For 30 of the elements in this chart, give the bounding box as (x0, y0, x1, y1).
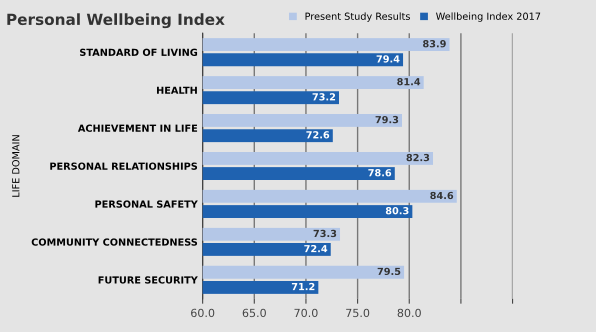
data-label: 73.2 (312, 93, 336, 101)
data-label: 72.4 (304, 244, 328, 252)
data-label: 80.3 (386, 207, 408, 214)
data-label: 78.6 (368, 169, 392, 176)
x-tick-label: 60.0 (191, 308, 214, 318)
y-tick-label: FUTURE SECURITY (98, 276, 198, 284)
y-tick-label: ACHIEVEMENT IN LIFE (78, 124, 198, 132)
data-label: 82.3 (406, 154, 430, 162)
data-label: 79.5 (378, 268, 400, 276)
data-label: 72.6 (306, 131, 330, 138)
data-label: 84.6 (430, 192, 454, 200)
legend-label: Present Study Results (306, 12, 410, 22)
y-tick-label: COMMUNITY CONNECTEDNESS (32, 238, 198, 246)
y-tick-label: PERSONAL SAFETY (95, 200, 198, 208)
data-label: 79.4 (376, 55, 400, 63)
y-axis-title: LIFE DOMAIN (12, 135, 20, 197)
data-label: 71.2 (292, 282, 314, 290)
chart-title: Personal Wellbeing Index (7, 13, 225, 28)
x-tick-label: 70.0 (294, 308, 318, 318)
y-tick-label: STANDARD OF LIVING (80, 48, 198, 56)
data-label: 83.9 (423, 40, 446, 48)
data-label: 79.3 (376, 116, 398, 124)
x-tick-label: 65.0 (242, 308, 266, 318)
data-label: 81.4 (397, 78, 420, 86)
y-tick-label: HEALTH (157, 86, 197, 94)
legend-label: Wellbeing Index 2017 (436, 12, 540, 22)
y-tick-label: PERSONAL RELATIONSHIPS (50, 162, 198, 170)
x-tick-label: 75.0 (346, 308, 370, 318)
x-tick-label: 80.0 (398, 308, 421, 318)
data-label: 73.3 (314, 230, 336, 238)
